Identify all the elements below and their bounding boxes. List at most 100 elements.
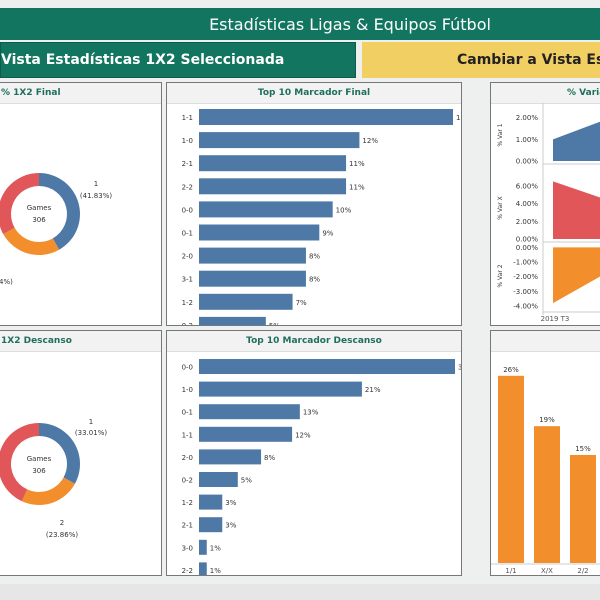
panel-title: Top 10 Marcador Final (167, 83, 461, 104)
panel-1x2-descanso: 1X2 Descanso Games 306 1 (33.01%) 2 (23.… (0, 330, 162, 576)
bar-value-label: 7% (296, 299, 307, 307)
panel-top10-descanso: Top 10 Marcador Descanso 0-0 33% 1-0 21% 0-1… (166, 330, 462, 576)
bar-category-label: 1-0 (182, 137, 193, 145)
bar-value-label: 10% (336, 206, 352, 214)
panel-title: % 1X2 Final (0, 83, 161, 104)
panel-title: % Varia (491, 83, 600, 104)
variation-axis-title: % Var 1 (497, 123, 504, 146)
bar-value-label: 19% (456, 114, 462, 122)
donut-slice-0[interactable] (39, 173, 80, 250)
switch-view-label: Cambiar a Vista Esta (457, 52, 600, 68)
bar-3-0[interactable] (199, 539, 207, 555)
panel-ht-ft: 26% 1/1 19% X/X 15% 2/2 (490, 330, 600, 576)
bar-0-0[interactable] (199, 359, 455, 374)
bar-0-0[interactable] (199, 201, 333, 218)
bar-value-label: 13% (303, 409, 319, 417)
column-value-label: 15% (575, 445, 591, 453)
bar-0-1[interactable] (199, 224, 320, 241)
bar-value-label: 3% (225, 499, 236, 507)
footer-bar (0, 584, 600, 600)
variation-area-1[interactable] (553, 181, 600, 239)
variation-tick-label: 1.00% (516, 136, 539, 144)
variation-chart: % Var 1 2.00% 1.00% 0.00% % Var X 6.00% 4.00% 2… (497, 103, 600, 323)
bar-category-label: 2-0 (182, 454, 193, 462)
bar-value-label: 1% (210, 567, 221, 575)
donut-center-value: 306 (32, 467, 46, 475)
bar-value-label: 11% (349, 183, 365, 191)
bar-2-1[interactable] (199, 155, 347, 172)
donut-label-1-name: 1 (89, 418, 93, 426)
bar-2-0[interactable] (199, 247, 306, 264)
variation-tick-label: -4.00% (513, 303, 538, 311)
dashboard-title: Estadísticas Ligas & Equipos Fútbol (209, 14, 491, 34)
column-1/1[interactable] (498, 375, 524, 563)
bar-value-label: 3% (225, 522, 236, 530)
view-selected-button[interactable]: Vista Estadísticas 1X2 Seleccionada (0, 42, 356, 78)
bar-value-label: 11% (349, 160, 365, 168)
donut-label-2: 4%) (0, 278, 13, 286)
ht-ft-chart: 26% 1/1 19% X/X 15% 2/2 (491, 366, 600, 575)
bar-3-1[interactable] (199, 270, 306, 287)
bar-category-label: 2-1 (182, 522, 193, 530)
bar-2-2[interactable] (199, 178, 347, 195)
bar-1-0[interactable] (199, 132, 360, 149)
bar-2-2[interactable] (199, 562, 207, 576)
bar-value-label: 8% (264, 454, 275, 462)
donut-slice-1[interactable] (21, 477, 75, 505)
bar-0-2[interactable] (199, 316, 266, 326)
variation-tick-label: 0.00% (516, 244, 539, 252)
variation-tick-label: 6.00% (516, 182, 539, 190)
bar-value-label: 21% (365, 386, 381, 394)
donut-slice-2[interactable] (0, 173, 39, 235)
donut-slice-1[interactable] (3, 227, 60, 255)
bar-category-label: 1-0 (182, 386, 193, 394)
bar-category-label: 1-2 (182, 499, 193, 507)
donut-center-label: Games (27, 455, 52, 463)
column-category-label: X/X (541, 567, 553, 575)
bar-2-1[interactable] (199, 517, 223, 533)
view-selected-label: Vista Estadísticas 1X2 Seleccionada (1, 52, 285, 68)
bar-category-label: 1-1 (182, 431, 193, 439)
bar-value-label: 8% (309, 276, 320, 284)
variation-area-2[interactable] (553, 247, 600, 304)
bar-1-2[interactable] (199, 494, 223, 510)
variation-area-0[interactable] (553, 120, 600, 161)
donut-label-1-pct: (33.01%) (75, 429, 107, 437)
column-X/X[interactable] (534, 426, 560, 563)
donut-label-2-pct: (23.86%) (46, 531, 78, 539)
bar-category-label: 0-1 (182, 409, 193, 417)
panel-1x2-final: % 1X2 Final Games 306 1 (41.83%) 4%) (0, 82, 162, 326)
variation-axis-title: % Var X (497, 196, 504, 219)
donut-slice-2[interactable] (0, 423, 39, 502)
bar-category-label: 2-0 (182, 253, 193, 261)
bar-category-label: 0-0 (182, 206, 193, 214)
switch-view-button[interactable]: Cambiar a Vista Esta (362, 42, 600, 78)
bar-category-label: 2-1 (182, 160, 193, 168)
bar-2-0[interactable] (199, 449, 262, 465)
top10-final-chart: 1-1 19% 1-0 12% 2-1 11% 2-2 11% 0-0 10% 0-1 9% 2-0 8%… (182, 109, 462, 326)
bar-category-label: 3-1 (182, 276, 193, 284)
bar-value-label: 12% (295, 431, 311, 439)
bar-1-2[interactable] (199, 293, 293, 310)
bar-category-label: 2-2 (182, 567, 193, 575)
bar-1-1[interactable] (199, 426, 293, 442)
variation-x-label: 2019 T3 (541, 315, 570, 323)
bar-category-label: 0-2 (182, 322, 193, 326)
donut-center-value: 306 (32, 216, 46, 224)
donut-slice-0[interactable] (39, 423, 80, 484)
column-category-label: 2/2 (577, 567, 588, 575)
donut-label-2-name: 2 (60, 519, 64, 527)
bar-0-1[interactable] (199, 404, 300, 420)
bar-1-1[interactable] (199, 109, 453, 125)
column-category-label: 1/1 (505, 567, 516, 575)
bar-value-label: 12% (362, 137, 378, 145)
bar-0-2[interactable] (199, 472, 238, 487)
bar-1-0[interactable] (199, 381, 362, 397)
donut-descanso-chart: Games 306 1 (33.01%) 2 (23.86%) (0, 418, 107, 539)
panel-title: Top 10 Marcador Descanso (167, 331, 461, 352)
variation-tick-label: -1.00% (513, 259, 538, 267)
column-2/2[interactable] (570, 455, 596, 563)
variation-tick-label: 0.00% (516, 236, 539, 244)
bar-value-label: 8% (309, 253, 320, 261)
bar-value-label: 9% (322, 230, 333, 238)
